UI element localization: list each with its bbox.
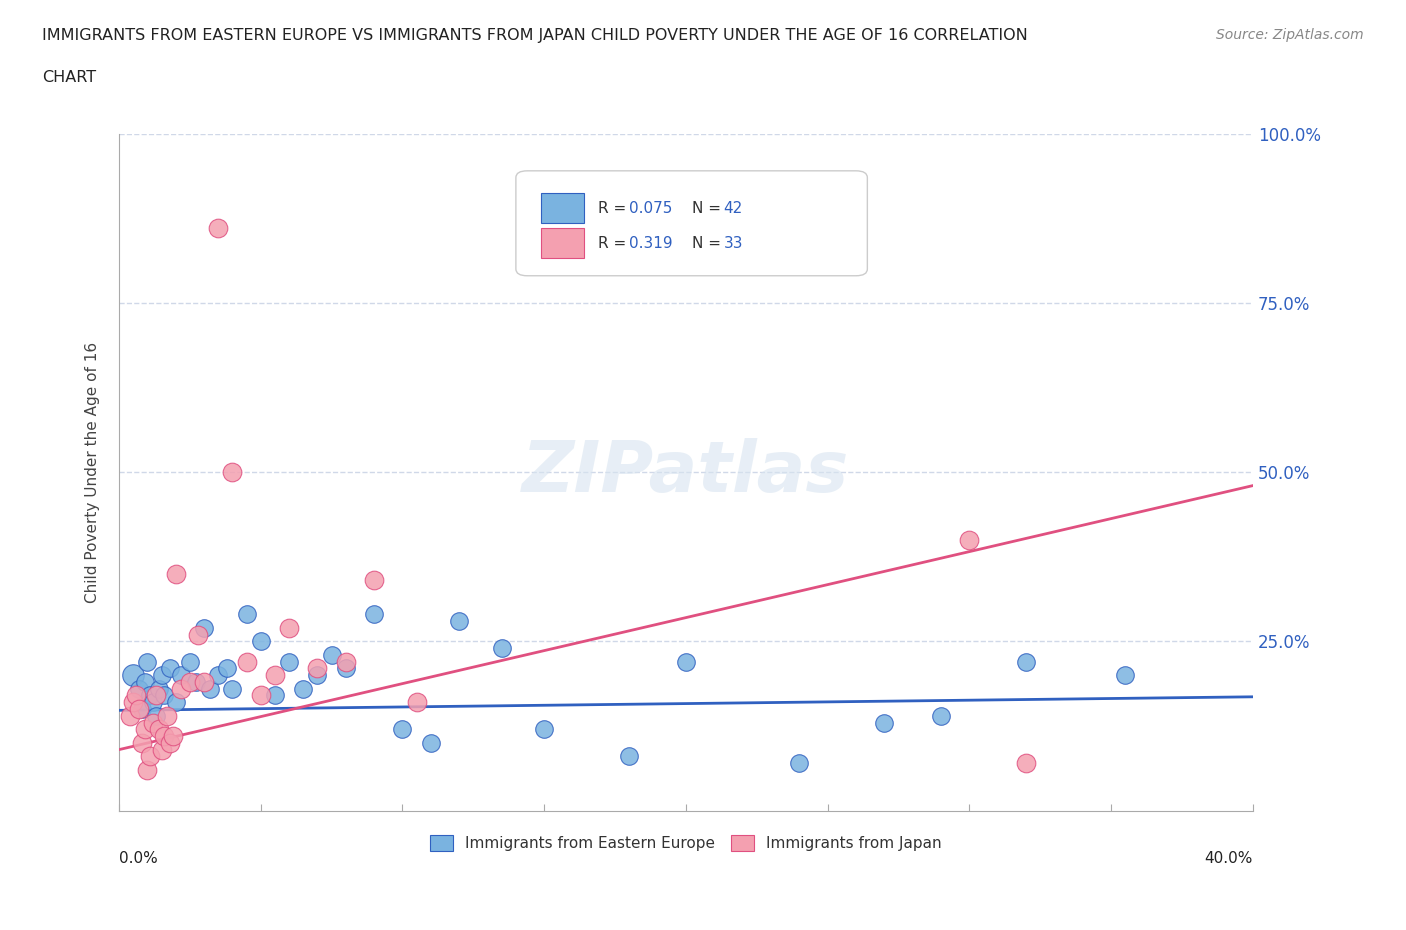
Point: [170, 682, 193, 697]
Bar: [541, 193, 583, 223]
Text: Source: ZipAtlas.com: Source: ZipAtlas.com: [1216, 28, 1364, 42]
Point: [193, 620, 215, 635]
Point: [156, 709, 179, 724]
Point: [136, 763, 159, 777]
Point: [139, 688, 162, 703]
Point: [131, 736, 153, 751]
Point: [184, 674, 207, 689]
Point: [159, 661, 181, 676]
Text: 0.0%: 0.0%: [120, 851, 157, 866]
Point: [335, 661, 357, 676]
Point: [153, 728, 176, 743]
Point: [165, 695, 187, 710]
Point: [134, 674, 156, 689]
Text: IMMIGRANTS FROM EASTERN EUROPE VS IMMIGRANTS FROM JAPAN CHILD POVERTY UNDER THE : IMMIGRANTS FROM EASTERN EUROPE VS IMMIGR…: [42, 28, 1028, 43]
Point: [179, 654, 201, 669]
Point: [1015, 756, 1038, 771]
Point: [278, 654, 301, 669]
Point: [957, 532, 980, 547]
Point: [165, 566, 187, 581]
Point: [249, 688, 271, 703]
Text: R =: R =: [598, 201, 631, 216]
Point: [142, 695, 165, 710]
Text: N =: N =: [692, 236, 725, 251]
Point: [148, 682, 170, 697]
Point: [148, 722, 170, 737]
Point: [128, 682, 150, 697]
Point: [153, 688, 176, 703]
Text: 0.075: 0.075: [630, 201, 672, 216]
Point: [170, 668, 193, 683]
Point: [264, 668, 287, 683]
Point: [145, 688, 167, 703]
Point: [307, 661, 329, 676]
Point: [235, 606, 257, 621]
Point: [363, 573, 385, 588]
Point: [215, 661, 238, 676]
Point: [789, 756, 811, 771]
Point: [533, 722, 555, 737]
Point: [120, 709, 142, 724]
Point: [619, 749, 641, 764]
Point: [335, 654, 357, 669]
Legend: Immigrants from Eastern Europe, Immigrants from Japan: Immigrants from Eastern Europe, Immigran…: [425, 829, 948, 857]
Point: [391, 722, 413, 737]
Point: [128, 701, 150, 716]
Point: [278, 620, 301, 635]
Point: [150, 742, 173, 757]
Point: [235, 654, 257, 669]
Point: [159, 736, 181, 751]
Point: [321, 647, 343, 662]
Point: [491, 641, 513, 656]
Point: [929, 709, 952, 724]
Bar: [541, 229, 583, 259]
Text: ZIPatlas: ZIPatlas: [522, 438, 849, 507]
Point: [363, 606, 385, 621]
Text: R =: R =: [598, 236, 631, 251]
Point: [131, 701, 153, 716]
Point: [136, 654, 159, 669]
Point: [125, 688, 148, 703]
Point: [207, 221, 229, 236]
Point: [134, 722, 156, 737]
Point: [145, 709, 167, 724]
Point: [122, 668, 145, 683]
Y-axis label: Child Poverty Under the Age of 16: Child Poverty Under the Age of 16: [86, 341, 100, 603]
Text: 0.319: 0.319: [630, 236, 673, 251]
Point: [307, 668, 329, 683]
Point: [292, 682, 315, 697]
Point: [150, 668, 173, 683]
Point: [142, 715, 165, 730]
Point: [221, 682, 243, 697]
Point: [675, 654, 697, 669]
Point: [249, 634, 271, 649]
Point: [187, 627, 209, 642]
Point: [122, 695, 145, 710]
Point: [139, 749, 162, 764]
Point: [264, 688, 287, 703]
Point: [207, 668, 229, 683]
Point: [1114, 668, 1136, 683]
Point: [449, 614, 471, 629]
Text: 40.0%: 40.0%: [1205, 851, 1253, 866]
Point: [221, 465, 243, 480]
Point: [198, 682, 221, 697]
Point: [405, 695, 427, 710]
Point: [419, 736, 441, 751]
Point: [873, 715, 896, 730]
Text: 33: 33: [723, 236, 742, 251]
Point: [179, 674, 201, 689]
Point: [1015, 654, 1038, 669]
Point: [162, 728, 184, 743]
Text: CHART: CHART: [42, 70, 96, 85]
Text: 42: 42: [723, 201, 742, 216]
Point: [193, 674, 215, 689]
Text: N =: N =: [692, 201, 725, 216]
FancyBboxPatch shape: [516, 171, 868, 276]
